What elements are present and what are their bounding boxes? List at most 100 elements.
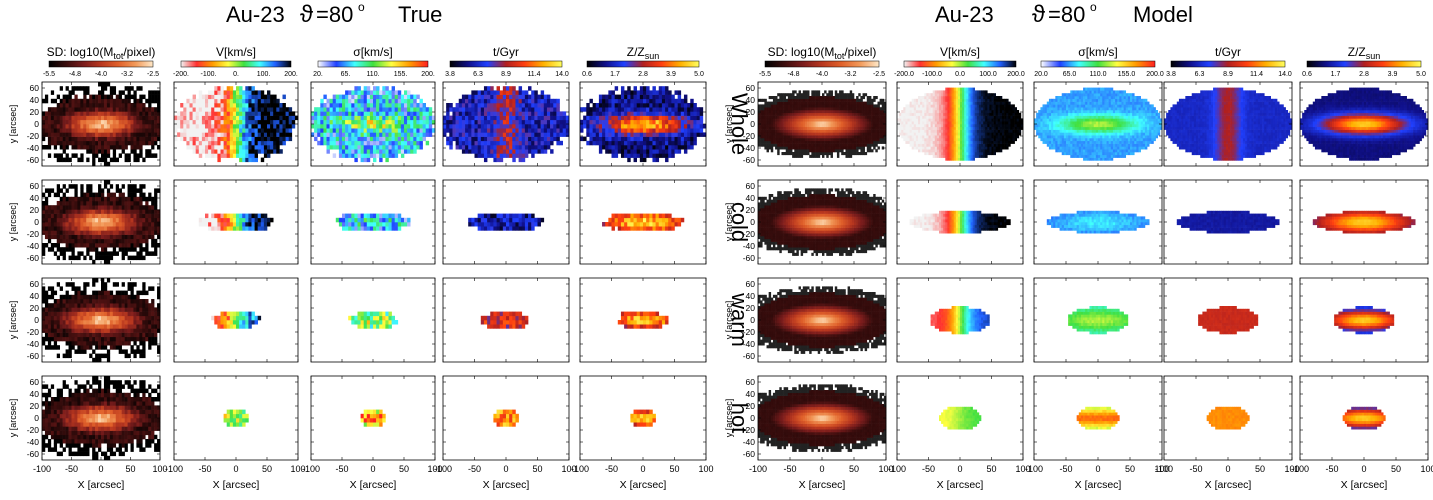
cell [142, 226, 146, 231]
cell [800, 236, 804, 240]
cell [758, 334, 761, 338]
cell [849, 96, 853, 100]
cell [845, 132, 848, 136]
cell [62, 184, 66, 189]
cell [83, 315, 87, 321]
cell [883, 219, 887, 223]
cell [127, 230, 131, 235]
cell [871, 107, 874, 111]
cell [77, 111, 81, 116]
cell [811, 238, 814, 242]
cell [89, 209, 93, 214]
cell [785, 297, 789, 301]
cell [790, 115, 793, 119]
cell [121, 247, 125, 252]
cell [851, 227, 855, 231]
cell [847, 244, 851, 248]
cell [98, 192, 102, 198]
cell [858, 208, 861, 212]
cell [809, 297, 812, 301]
cell [777, 322, 780, 326]
cell [845, 126, 848, 130]
cell [770, 247, 774, 251]
cell [121, 115, 125, 121]
cell [151, 324, 155, 329]
cell [109, 140, 114, 146]
cell [92, 282, 96, 287]
cell [770, 322, 774, 326]
cell [824, 118, 827, 122]
cell [781, 334, 784, 338]
cell [841, 222, 844, 226]
cell [92, 247, 96, 252]
cell [133, 336, 137, 342]
cell [785, 241, 789, 245]
cell [758, 205, 761, 209]
cell [68, 90, 72, 95]
cell [124, 132, 128, 137]
cell [813, 194, 816, 198]
cell [71, 115, 75, 121]
cell [148, 320, 152, 325]
cell [89, 324, 93, 329]
cell [785, 140, 789, 144]
cell [127, 111, 131, 116]
cell [811, 124, 814, 128]
cell [834, 112, 838, 116]
cell [804, 247, 808, 251]
cell [804, 286, 808, 290]
cell [790, 345, 793, 349]
cell [798, 336, 801, 340]
cell [95, 299, 99, 304]
cell [794, 216, 797, 220]
cell [866, 115, 870, 119]
cell [849, 222, 853, 226]
cell [817, 247, 821, 251]
title-left-name: Au-23 [226, 2, 285, 27]
cell [142, 111, 146, 116]
cell [796, 250, 799, 254]
cell [800, 213, 804, 217]
cell [811, 308, 814, 312]
cell [50, 188, 55, 193]
cell [779, 334, 782, 338]
cell [106, 315, 111, 321]
cell [839, 216, 842, 220]
cell [802, 289, 806, 293]
cell [98, 238, 102, 244]
cell [811, 286, 814, 290]
cell [807, 292, 810, 296]
cell [822, 208, 825, 212]
cell [813, 118, 816, 122]
cell [790, 101, 793, 105]
cell [106, 294, 111, 300]
cell [785, 236, 789, 240]
cell [873, 194, 876, 198]
cell [95, 103, 99, 108]
cell [802, 126, 806, 130]
cell [783, 112, 787, 116]
cell [868, 124, 872, 128]
cell [118, 230, 122, 235]
cell [877, 219, 880, 223]
cell [817, 124, 821, 128]
cell [807, 101, 810, 105]
cell [845, 154, 848, 158]
cell [826, 110, 829, 114]
cell [798, 292, 801, 296]
cell [796, 328, 799, 332]
cell [115, 290, 119, 296]
cell [802, 314, 806, 318]
cell [74, 290, 78, 296]
cell [847, 101, 851, 105]
cell [877, 138, 880, 142]
cell [770, 121, 774, 125]
cell [80, 345, 84, 350]
cell [785, 213, 789, 217]
cell [813, 135, 816, 139]
cell [847, 219, 851, 223]
cell [811, 222, 814, 226]
cell [47, 234, 52, 240]
cell [860, 132, 863, 136]
cell [858, 244, 861, 248]
